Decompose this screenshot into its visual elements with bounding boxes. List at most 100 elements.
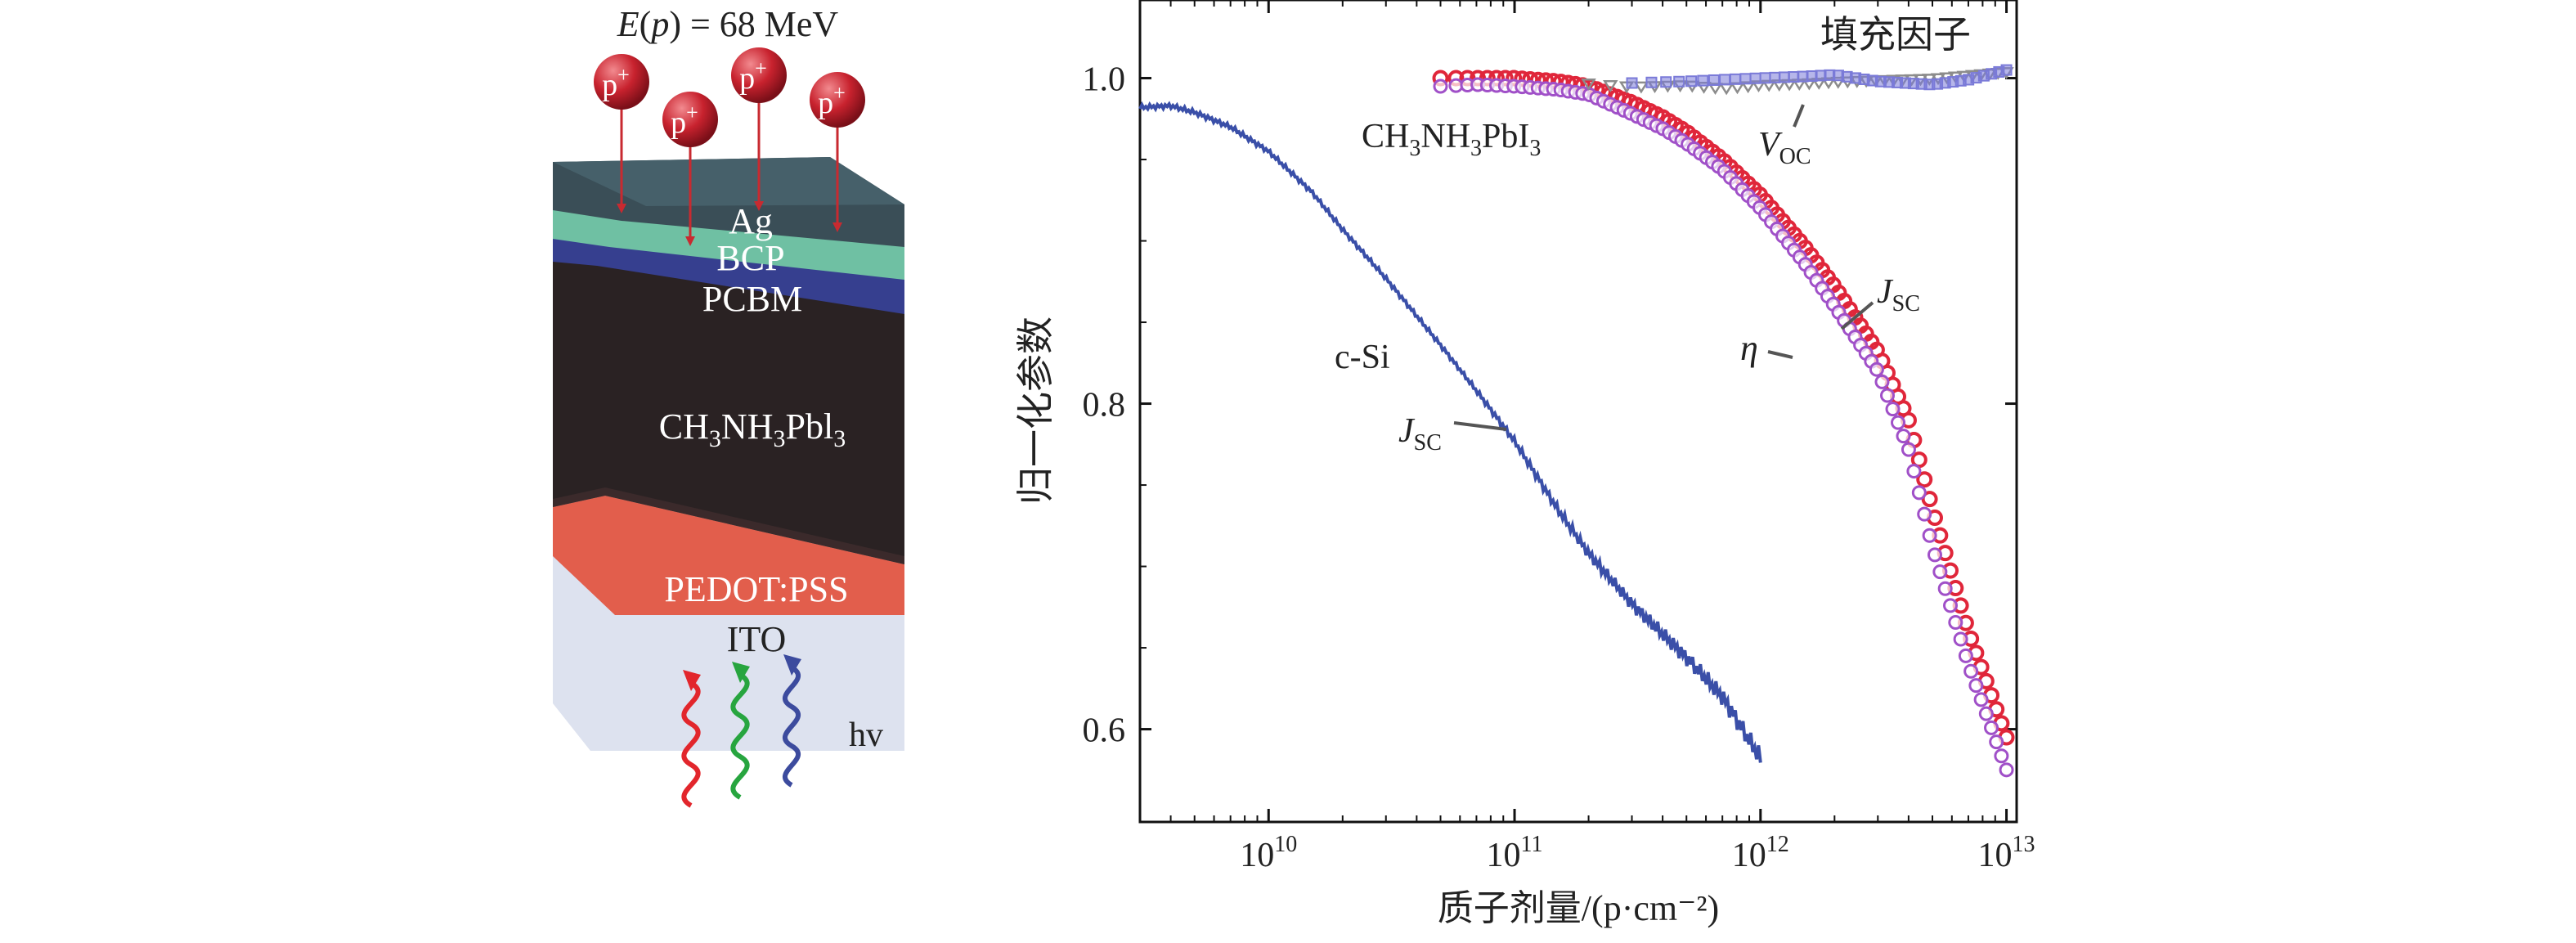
data-point-ff [1739,73,1752,85]
data-point-ff [1697,74,1709,87]
svg-text:p+: p+ [818,81,846,120]
beam-energy-label: E(p) = 68 MeV [617,4,839,44]
data-point-ff [1778,71,1790,83]
data-point-eta [1906,464,1922,479]
proton: p+ [662,92,718,246]
light-wave-blue [783,665,801,788]
svg-text:p+: p+ [671,101,698,140]
x-axis-title: 质子剂量/(p·cm⁻²) [1438,888,1719,928]
data-point-eta [1896,429,1911,444]
leader-eta [1767,350,1793,359]
layer-label-pedot-pss: PEDOT:PSS [664,569,848,609]
data-point-ff [1729,73,1741,85]
y-tick-label: 0.8 [1083,387,1126,424]
data-point-ff [1685,75,1698,88]
plot-frame [1138,0,2018,824]
y-tick-label: 1.0 [1083,61,1126,99]
data-point-ff [1660,76,1672,88]
data-point-voc [1581,79,1596,91]
data-point-ff [1645,76,1658,88]
annotation-eta: η [1740,328,1758,368]
layer-label-perovskite: CH3NH3Pbl3 [659,406,846,452]
light-label: hv [849,716,883,754]
data-point-voc [1603,80,1618,92]
annotation-voc: VOC [1758,126,1811,169]
light-wave-green [730,672,750,800]
proton: p+ [810,72,865,232]
data-point-ff [2000,64,2013,76]
series-line-csi-jsc [1138,101,1762,763]
data-point-ff [1788,71,1800,83]
data-point-eta [1984,720,1999,735]
annotation-ff: 填充因子 [1820,14,1971,56]
data-point-eta [1973,692,1989,707]
data-point-eta [1963,663,1979,679]
data-point-eta [1927,547,1942,563]
data-point-jsc [1921,491,1938,508]
leader-voc [1793,104,1805,128]
arrowhead-green [732,662,750,683]
data-point-eta [1978,706,1994,721]
data-point-eta [1911,485,1927,501]
layer-pcbm [553,237,904,314]
data-point-ff [1759,72,1771,84]
axis-ticks [1139,0,2017,822]
layer-label-pcbm: PCBM [702,279,802,319]
tick-labels: 0.6 0.8 1.0 1010 1011 1012 1013 [1083,61,2035,874]
annotation-csi-jsc: JSC [1398,412,1442,456]
data-point-eta [1994,748,2009,764]
data-point-ff [1673,75,1685,88]
layer-ag-top [553,157,904,206]
layer-perovskite-shade [553,487,904,564]
data-point-ff [1708,74,1720,86]
data-point-eta [1943,598,1959,613]
data-point-eta [1874,374,1890,389]
data-marks [1138,64,2015,778]
data-point-eta [1937,581,1953,596]
data-point-ff [1719,74,1731,86]
data-point-eta [1999,762,2014,778]
data-point-eta [1948,614,1963,630]
layer-label-ito: ITO [727,619,787,659]
data-point-eta [1891,415,1906,430]
y-tick-label: 0.6 [1083,712,1126,750]
leader-csi-jsc [1453,421,1507,431]
data-point-ff [1769,71,1781,83]
data-point-eta [1968,678,1984,694]
light-wave-red [681,680,701,808]
proton: p+ [594,54,649,213]
x-tick-label: 1011 [1487,832,1543,874]
data-point-eta [1922,528,1937,543]
data-point-jsc [1916,471,1933,488]
arrowhead-blue [783,654,801,676]
svg-text:p+: p+ [602,63,630,102]
x-tick-label: 1012 [1732,832,1789,874]
leader-perov-jsc [1840,301,1874,330]
annotation-perovskite: CH3NH3PbI3 [1362,118,1541,161]
annotation-csi: c-Si [1335,339,1390,376]
layer-pedot-pss [553,496,904,615]
data-point-eta [1880,388,1896,403]
proton: p+ [731,47,787,211]
data-point-eta [1885,402,1901,417]
data-point-voc [1633,81,1649,94]
data-point-eta [1932,564,1948,580]
device-schematic: E(p) = 68 MeV ITO PEDOT:PSS CH3NH3Pbl3 P… [553,4,904,808]
data-point-eta [1433,79,1448,94]
data-point-eta [1953,631,1968,647]
data-point-ff [1626,77,1638,89]
light-waves [681,654,801,808]
data-point-voc [1718,83,1735,96]
data-point-eta [1917,506,1932,522]
data-point-eta [1958,648,1973,663]
layer-label-ag: Ag [729,201,773,241]
svg-text:p+: p+ [739,56,767,96]
x-tick-label: 1013 [1978,832,2035,874]
y-axis-title: 归一化参数 [1015,317,1057,505]
arrowhead-red [683,670,701,691]
data-point-ff [1749,72,1761,84]
layer-bcp [553,209,904,280]
data-point-eta [1901,442,1916,457]
